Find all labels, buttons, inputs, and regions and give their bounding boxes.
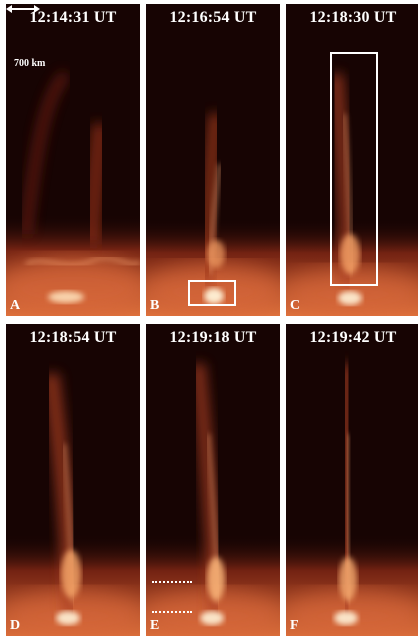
panel-label-a: A xyxy=(10,298,21,313)
scale-bar-label: 700 km xyxy=(14,58,46,69)
panel-f: 12:19:42 UT F xyxy=(286,324,418,636)
scale-bar-arrow-icon xyxy=(6,5,40,13)
timestamp-f: 12:19:42 UT xyxy=(309,329,397,346)
marker-line-upper xyxy=(152,581,192,583)
panel-b: 12:16:54 UT B xyxy=(146,4,280,316)
panel-a: 12:14:31 UT 700 km A xyxy=(6,4,140,316)
panel-label-f: F xyxy=(290,618,299,633)
selection-box-c xyxy=(330,52,378,286)
jet-image-f xyxy=(286,363,418,636)
timestamp-a: 12:14:31 UT xyxy=(29,9,117,26)
jet-image-b xyxy=(146,113,280,316)
selection-box-b xyxy=(188,280,236,306)
panel-label-d: D xyxy=(10,618,21,633)
jet-image-e xyxy=(146,363,280,636)
jet-image-d xyxy=(6,373,140,636)
timestamp-d: 12:18:54 UT xyxy=(29,329,117,346)
jet-image-a xyxy=(6,70,140,316)
timestamp-e: 12:19:18 UT xyxy=(169,329,257,346)
panel-label-c: C xyxy=(290,298,301,313)
panel-c: 12:18:30 UT C xyxy=(286,4,418,316)
timestamp-c: 12:18:30 UT xyxy=(309,9,397,26)
panel-label-b: B xyxy=(150,298,160,313)
panel-d: 12:18:54 UT D xyxy=(6,324,140,636)
timestamp-b: 12:16:54 UT xyxy=(169,9,257,26)
panel-e: 12:19:18 UT E xyxy=(146,324,280,636)
jet-image-c xyxy=(286,73,418,316)
panel-label-e: E xyxy=(150,618,160,633)
marker-line-lower xyxy=(152,611,192,613)
